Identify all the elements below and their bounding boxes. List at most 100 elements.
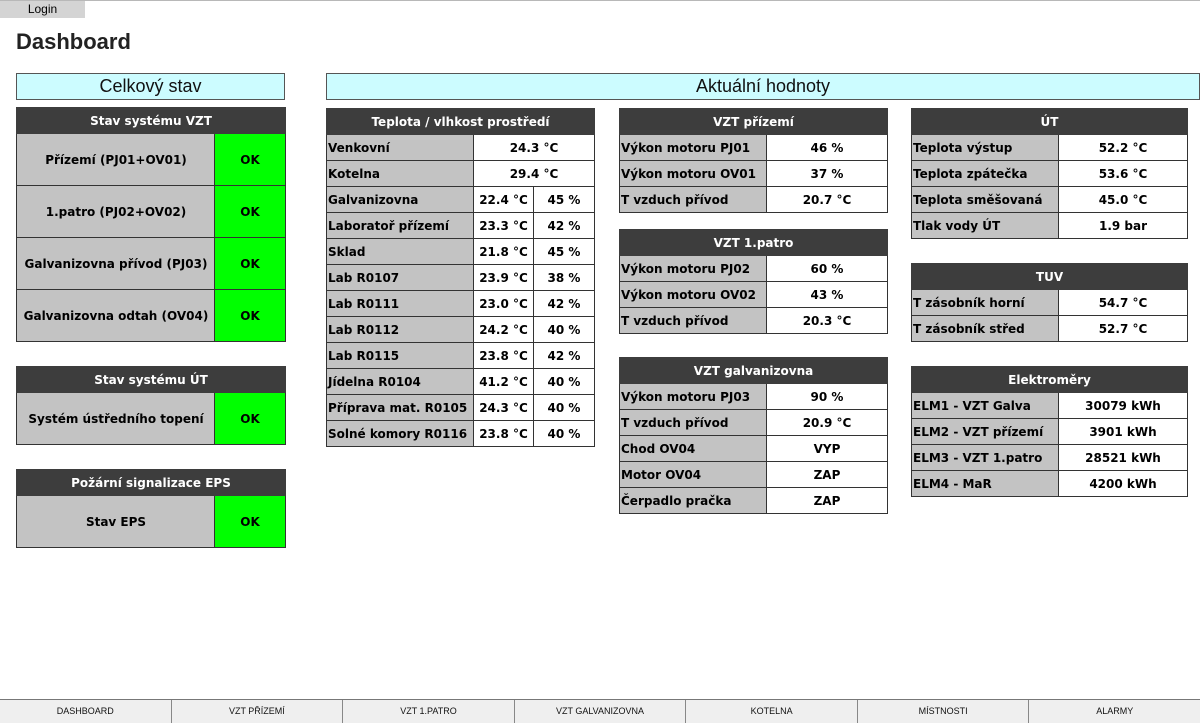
value-label: Čerpadlo pračka xyxy=(619,487,767,514)
vzt-prizemi-panel: VZT přízemí Výkon motoru PJ01 46 % Výkon … xyxy=(619,108,888,213)
room-label: Lab R0115 xyxy=(326,342,474,369)
value-label: T vzduch přívod xyxy=(619,409,767,436)
value-cell: 1.9 bar xyxy=(1058,212,1188,239)
room-label: Sklad xyxy=(326,238,474,265)
status-label: Systém ústředního topení xyxy=(16,392,215,445)
value-row: Výkon motoru PJ01 46 % xyxy=(619,134,888,161)
panel-header: Teplota / vlhkost prostředí xyxy=(325,108,596,135)
value-cell: 20.7 °C xyxy=(766,186,888,213)
value-row: T vzduch přívod 20.9 °C xyxy=(619,409,889,436)
value-row: Tlak vody ÚT 1.9 bar xyxy=(911,212,1188,239)
value-row: Teplota směšovaná 45.0 °C xyxy=(911,186,1188,213)
value-row: ELM2 - VZT přízemí 3901 kWh xyxy=(911,418,1188,445)
status-label: Stav EPS xyxy=(16,495,215,548)
panel-header: Požární signalizace EPS xyxy=(15,469,287,496)
temperature-value: 23.8 °C xyxy=(473,420,534,447)
value-cell: 52.7 °C xyxy=(1058,315,1188,342)
panel-header: VZT galvanizovna xyxy=(618,357,889,384)
status-ok-indicator: OK xyxy=(213,133,287,186)
status-row: 1.patro (PJ02+OV02) OK xyxy=(16,185,287,238)
section-banner-current: Aktuální hodnoty xyxy=(326,73,1200,100)
value-row: Výkon motoru PJ03 90 % xyxy=(619,383,889,410)
temperature-value: 24.3 °C xyxy=(472,134,596,161)
nav-alarmy[interactable]: ALARMY xyxy=(1029,700,1200,723)
value-label: Teplota výstup xyxy=(911,134,1059,161)
value-label: T vzduch přívod xyxy=(619,186,767,213)
room-label: Lab R0111 xyxy=(326,290,474,317)
status-ok-indicator: OK xyxy=(213,185,287,238)
nav-vzt-1patro[interactable]: VZT 1.PATRO xyxy=(343,700,515,723)
nav-dashboard[interactable]: DASHBOARD xyxy=(0,700,172,723)
room-label: Příprava mat. R0105 xyxy=(326,394,474,421)
value-label: ELM4 - MaR xyxy=(911,470,1059,497)
value-cell: 30079 kWh xyxy=(1058,392,1188,419)
status-ok-indicator: OK xyxy=(213,237,287,290)
humidity-value: 45 % xyxy=(532,186,596,213)
value-cell: 90 % xyxy=(765,383,889,410)
humidity-value: 42 % xyxy=(532,212,596,239)
status-row: Galvanizovna odtah (OV04) OK xyxy=(16,289,287,342)
value-label: Motor OV04 xyxy=(619,461,767,488)
temperature-humidity-panel: Teplota / vlhkost prostředí Venkovní 24.… xyxy=(325,108,596,447)
status-label: Galvanizovna přívod (PJ03) xyxy=(16,237,215,290)
humidity-value: 40 % xyxy=(532,368,596,395)
value-label: Výkon motoru PJ01 xyxy=(619,134,767,161)
room-row: Laboratoř přízemí 23.3 °C 42 % xyxy=(326,212,596,239)
value-row: T zásobník horní 54.7 °C xyxy=(911,289,1188,316)
value-row: Teplota výstup 52.2 °C xyxy=(911,134,1188,161)
status-ok-indicator: OK xyxy=(213,495,287,548)
panel-header: Stav systému VZT xyxy=(15,107,287,134)
room-label: Lab R0107 xyxy=(326,264,474,291)
temperature-value: 23.9 °C xyxy=(473,264,534,291)
value-label: Výkon motoru PJ03 xyxy=(619,383,767,410)
nav-vzt-galvanizovna[interactable]: VZT GALVANIZOVNA xyxy=(514,700,687,723)
value-cell: 53.6 °C xyxy=(1058,160,1188,187)
room-row: Lab R0112 24.2 °C 40 % xyxy=(326,316,596,343)
room-label: Laboratoř přízemí xyxy=(326,212,474,239)
value-cell: 54.7 °C xyxy=(1058,289,1188,316)
room-label: Galvanizovna xyxy=(326,186,474,213)
value-row: Venkovní 24.3 °C xyxy=(326,134,596,161)
value-label: ELM1 - VZT Galva xyxy=(911,392,1059,419)
humidity-value: 45 % xyxy=(532,238,596,265)
value-cell: ZAP xyxy=(765,487,889,514)
status-row: Stav EPS OK xyxy=(16,495,287,548)
temperature-value: 24.3 °C xyxy=(473,394,534,421)
value-cell: ZAP xyxy=(765,461,889,488)
value-cell: 20.9 °C xyxy=(765,409,889,436)
status-ok-indicator: OK xyxy=(214,392,286,445)
nav-kotelna[interactable]: KOTELNA xyxy=(686,700,858,723)
value-row: Motor OV04 ZAP xyxy=(619,461,889,488)
value-row: Kotelna 29.4 °C xyxy=(326,160,596,187)
value-cell: 3901 kWh xyxy=(1058,418,1188,445)
value-row: Výkon motoru OV02 43 % xyxy=(619,281,889,308)
humidity-value: 42 % xyxy=(532,290,596,317)
status-label: Galvanizovna odtah (OV04) xyxy=(16,289,215,342)
humidity-value: 42 % xyxy=(532,342,596,369)
nav-vzt-prizemi[interactable]: VZT PŘÍZEMÍ xyxy=(171,700,344,723)
nav-mistnosti[interactable]: MÍSTNOSTI xyxy=(857,700,1030,723)
login-button[interactable]: Login xyxy=(0,1,85,18)
room-row: Solné komory R0116 23.8 °C 40 % xyxy=(326,420,596,447)
value-cell: 37 % xyxy=(766,160,888,187)
room-row: Jídelna R0104 41.2 °C 40 % xyxy=(326,368,596,395)
value-label: T vzduch přívod xyxy=(619,307,767,334)
status-row: Galvanizovna přívod (PJ03) OK xyxy=(16,237,287,290)
value-row: T zásobník střed 52.7 °C xyxy=(911,315,1188,342)
room-label: Jídelna R0104 xyxy=(326,368,474,395)
room-label: Solné komory R0116 xyxy=(326,420,474,447)
ut-panel: ÚT Teplota výstup 52.2 °C Teplota zpátečk… xyxy=(911,108,1188,239)
value-cell: 20.3 °C xyxy=(765,307,889,334)
humidity-value: 40 % xyxy=(532,316,596,343)
value-label: Tlak vody ÚT xyxy=(911,212,1059,239)
temperature-value: 24.2 °C xyxy=(473,316,534,343)
room-row: Lab R0107 23.9 °C 38 % xyxy=(326,264,596,291)
top-border-line xyxy=(0,0,1200,1)
value-label: ELM2 - VZT přízemí xyxy=(911,418,1059,445)
panel-header: VZT přízemí xyxy=(619,108,888,135)
vzt-galvanizovna-panel: VZT galvanizovna Výkon motoru PJ03 90 % T… xyxy=(618,357,889,514)
temperature-value: 41.2 °C xyxy=(473,368,534,395)
value-row: Výkon motoru PJ02 60 % xyxy=(619,255,889,282)
value-cell: 52.2 °C xyxy=(1058,134,1188,161)
value-cell: 60 % xyxy=(765,255,889,282)
